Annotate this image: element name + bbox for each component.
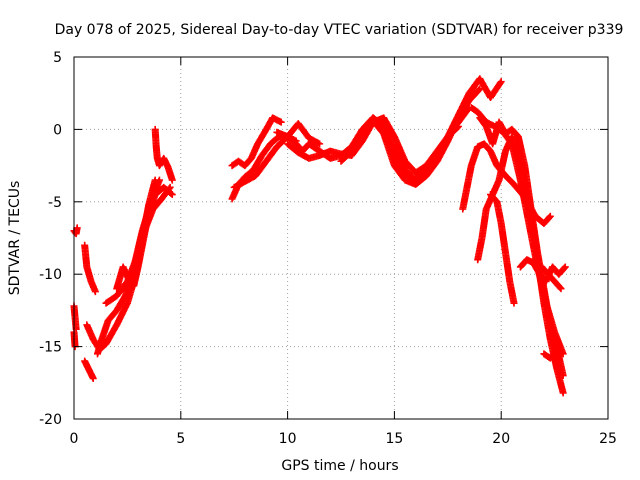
x-tick-label: 20	[492, 431, 510, 447]
x-tick-label: 15	[385, 431, 403, 447]
y-axis-ticks: 5 0 -5 -10 -15 -20	[39, 50, 608, 428]
y-tick-label: -20	[39, 412, 62, 428]
series-t25	[540, 347, 561, 362]
data-points	[70, 75, 569, 397]
y-tick-label: -5	[48, 195, 62, 211]
data-point-marker	[155, 176, 163, 184]
x-axis-ticks: 0 5 10 15 20 25	[70, 57, 617, 447]
data-point-marker	[546, 212, 554, 220]
x-tick-label: 5	[176, 431, 185, 447]
x-tick-label: 0	[70, 431, 79, 447]
data-point-marker	[168, 176, 176, 184]
series-t9	[113, 183, 176, 293]
data-point-marker	[552, 348, 560, 356]
series-t24	[538, 263, 565, 293]
data-point-marker	[545, 213, 553, 221]
data-point-marker	[556, 284, 564, 292]
data-point-marker	[559, 372, 567, 380]
data-point-marker	[277, 118, 285, 126]
data-point-marker	[496, 79, 504, 87]
x-tick-label: 10	[279, 431, 297, 447]
data-point-marker	[316, 140, 324, 148]
y-tick-label: -15	[39, 340, 62, 356]
chart-title: Day 078 of 2025, Sidereal Day-to-day VTE…	[55, 22, 624, 38]
data-point-marker	[560, 264, 568, 272]
data-point-marker	[454, 123, 462, 131]
data-point-marker	[557, 285, 565, 293]
x-axis-label: GPS time / hours	[281, 458, 398, 474]
data-point-marker	[91, 288, 99, 296]
y-tick-label: -10	[39, 267, 62, 283]
data-point-marker	[553, 347, 561, 355]
x-tick-label: 25	[599, 431, 617, 447]
data-point-marker	[167, 190, 175, 198]
series-t17	[369, 114, 462, 184]
y-tick-label: 0	[53, 122, 62, 138]
series-t10	[151, 125, 176, 184]
series-t21	[487, 191, 518, 307]
series-t13	[230, 120, 324, 191]
y-tick-label: 5	[53, 50, 62, 66]
plot-frame	[73, 56, 609, 420]
data-point-marker	[559, 350, 567, 358]
series-t5	[81, 357, 97, 382]
data-point-marker	[476, 85, 484, 93]
data-point-marker	[510, 299, 518, 307]
series-t4	[81, 241, 99, 296]
data-point-marker	[475, 86, 483, 94]
series-t23	[516, 256, 569, 285]
data-point-marker	[168, 191, 176, 199]
data-point-marker	[559, 389, 567, 397]
data-point-marker	[73, 224, 81, 232]
y-axis-label: SDTVAR / TECUs	[7, 181, 23, 296]
series-t12	[228, 114, 285, 170]
data-point-marker	[561, 263, 569, 271]
data-point-marker	[497, 78, 505, 86]
data-point-marker	[453, 124, 461, 132]
data-point-marker	[89, 374, 97, 382]
